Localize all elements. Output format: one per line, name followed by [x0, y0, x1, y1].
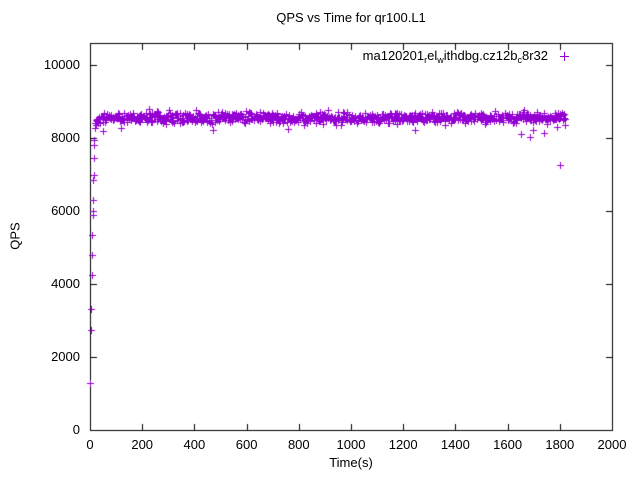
legend-text-segment: ithdbg.cz12b	[443, 48, 518, 63]
y-tick-label: 8000	[51, 129, 80, 145]
legend-text-segment: el	[427, 48, 438, 63]
y-tick-label: 4000	[51, 275, 80, 291]
legend-series-label: ma120201relwithdbg.cz12bc8r32	[363, 48, 548, 65]
x-tick-label: 1600	[493, 437, 523, 452]
legend-subscript: c	[517, 55, 522, 65]
y-axis-label: QPS	[7, 222, 23, 250]
plus-marker-icon	[560, 52, 569, 61]
chart-title: QPS vs Time for qr100.L1	[276, 10, 426, 25]
y-tick-label: 2000	[51, 348, 80, 364]
legend-text-segment: ma120201	[362, 48, 425, 63]
y-tick-label: 0	[72, 422, 80, 437]
x-axis-label: Time(s)	[329, 455, 373, 470]
legend-subscript: w	[437, 55, 444, 65]
x-tick-label: 0	[86, 437, 94, 452]
x-tick-label: 800	[287, 437, 310, 452]
x-tick-label: 1000	[336, 437, 366, 452]
x-tick-label: 1800	[545, 437, 575, 452]
y-tick-label: 10000	[43, 56, 80, 72]
legend-text-segment: 8r32	[521, 48, 548, 63]
legend-subscript: r	[424, 55, 428, 65]
x-tick-label: 400	[183, 437, 206, 452]
legend: ma120201relwithdbg.cz12bc8r32	[363, 48, 569, 65]
x-tick-label: 2000	[597, 437, 627, 452]
y-tick-label: 6000	[51, 202, 80, 218]
x-tick-label: 1400	[440, 437, 470, 452]
x-tick-label: 600	[235, 437, 258, 452]
x-tick-label: 200	[131, 437, 154, 452]
x-tick-label: 1200	[388, 437, 418, 452]
